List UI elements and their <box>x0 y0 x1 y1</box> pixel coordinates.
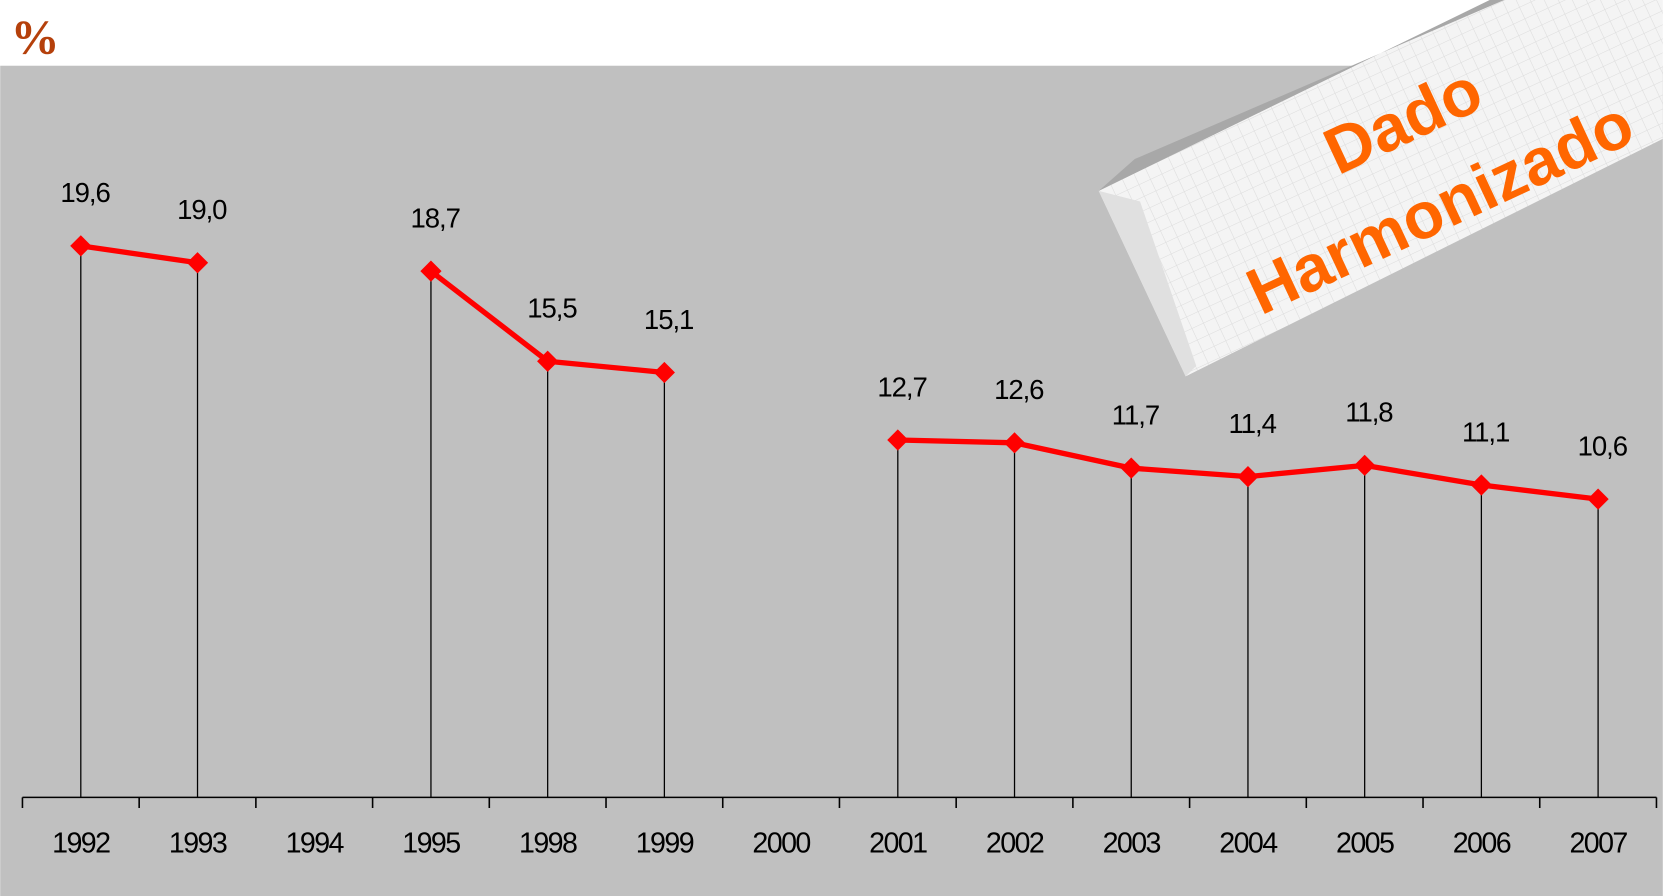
data-label: 11,1 <box>1462 416 1509 447</box>
marker <box>1354 454 1376 476</box>
x-tick-label: 1992 <box>52 828 110 860</box>
marker <box>70 235 92 257</box>
data-label: 11,4 <box>1229 408 1277 439</box>
x-tick-label: 2006 <box>1453 828 1511 860</box>
data-label: 10,6 <box>1578 430 1628 461</box>
data-label: 18,7 <box>411 203 460 234</box>
data-label: 11,8 <box>1345 397 1393 428</box>
x-tick-label: 2004 <box>1219 828 1278 860</box>
data-label: 19,6 <box>60 177 110 208</box>
chart-title: % <box>11 11 60 65</box>
data-label: 15,5 <box>527 293 577 324</box>
x-tick-label: 1998 <box>519 828 577 860</box>
x-tick-label: 1994 <box>286 828 345 860</box>
x-tick-label: 1993 <box>169 828 227 860</box>
x-tick-label: 2007 <box>1569 828 1627 860</box>
data-label: 12,6 <box>994 374 1044 405</box>
data-label: 12,7 <box>877 371 926 402</box>
banner-side <box>1098 190 1197 377</box>
x-tick-label: 2003 <box>1103 828 1161 860</box>
x-tick-label: 2001 <box>869 828 927 860</box>
data-label: 11,7 <box>1112 400 1159 431</box>
data-label: 19,0 <box>177 194 227 225</box>
marker <box>186 252 209 274</box>
banner-face <box>1098 0 1663 377</box>
x-tick-label: 2005 <box>1336 828 1394 860</box>
axes: 1992 1993 1994 1995 1998 1999 2000 2001 2002 2003… <box>21 796 1658 860</box>
x-tick-label: 2002 <box>986 828 1044 860</box>
x-tick-label: 2000 <box>752 828 810 860</box>
x-tick-label: 1999 <box>636 828 694 860</box>
x-tick-label: 1995 <box>402 828 460 860</box>
marker <box>1587 488 1609 510</box>
data-label: 15,1 <box>644 304 693 335</box>
